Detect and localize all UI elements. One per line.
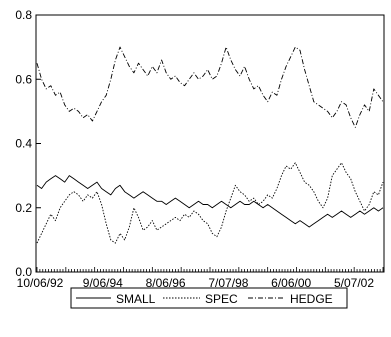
series-line-small bbox=[36, 175, 384, 228]
legend-label-small: SMALL bbox=[116, 292, 156, 306]
x-tick-label: 7/07/98 bbox=[208, 276, 248, 290]
legend: SMALL SPEC HEDGE bbox=[70, 287, 348, 309]
series-layer bbox=[36, 46, 384, 244]
x-tick-label: 8/06/96 bbox=[146, 276, 186, 290]
legend-label-spec: SPEC bbox=[205, 292, 238, 306]
y-tick-label: 0.0 bbox=[15, 265, 32, 279]
x-tick-label: 5/07/02 bbox=[334, 276, 374, 290]
x-tick-label: 10/06/92 bbox=[17, 276, 64, 290]
y-tick-label: 0.6 bbox=[15, 72, 32, 86]
y-axis: 0.0 0.2 0.4 0.6 0.8 bbox=[15, 8, 41, 279]
x-axis: 10/06/92 9/06/94 8/06/96 7/07/98 6/06/00 5/07… bbox=[17, 267, 384, 290]
y-tick-label: 0.8 bbox=[15, 8, 32, 22]
y-tick-label: 0.2 bbox=[15, 201, 32, 215]
plot-frame bbox=[35, 14, 385, 273]
series-line-spec bbox=[36, 162, 384, 244]
x-tick-label: 9/06/94 bbox=[83, 276, 123, 290]
y-tick-label: 0.4 bbox=[15, 137, 32, 151]
series-line-hedge bbox=[36, 46, 384, 128]
legend-label-hedge: HEDGE bbox=[290, 292, 333, 306]
legend-box bbox=[70, 287, 348, 309]
x-tick-label: 6/06/00 bbox=[271, 276, 311, 290]
